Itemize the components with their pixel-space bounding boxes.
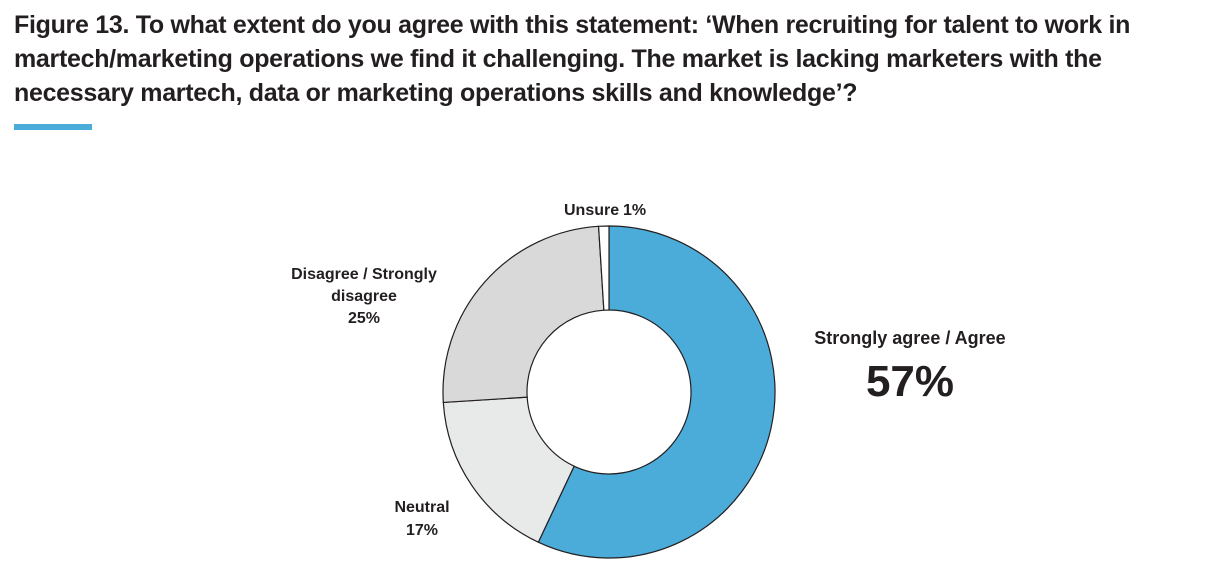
category-label: Neutral bbox=[394, 499, 450, 516]
category-label: Disagree / Strongly disagree bbox=[291, 266, 437, 305]
chart-title: Figure 13. To what extent do you agree w… bbox=[14, 11, 1131, 107]
donut-slice bbox=[537, 225, 776, 559]
value-label: 17% bbox=[405, 522, 439, 539]
category-label: Unsure bbox=[564, 202, 620, 219]
title-accent bbox=[14, 124, 92, 130]
value-label: 57% bbox=[865, 357, 955, 406]
value-label: 25% bbox=[347, 310, 381, 327]
donut-slice bbox=[597, 225, 610, 311]
donut-slice bbox=[442, 396, 575, 543]
value-label: 1% bbox=[623, 202, 647, 219]
donut-slice bbox=[442, 225, 605, 404]
category-label: Strongly agree / Agree bbox=[814, 328, 1006, 348]
